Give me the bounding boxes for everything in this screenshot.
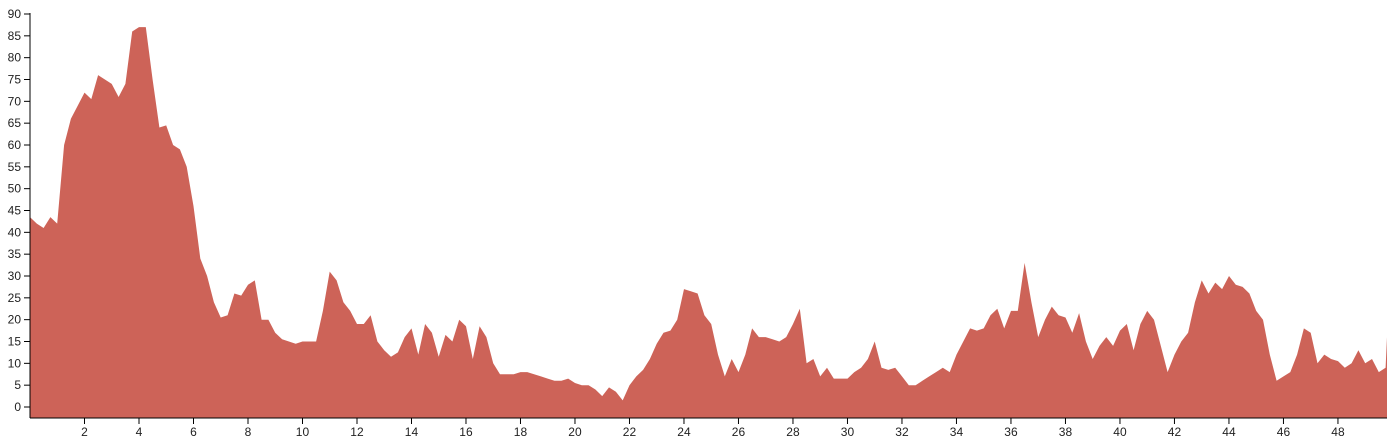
y-tick: 30 <box>8 269 30 283</box>
x-tick: 14 <box>405 418 419 439</box>
x-tick-label: 20 <box>568 425 582 439</box>
x-axis: 2 4 6 8 10 12 14 16 18 20 22 24 26 28 30 32 34 36 38 40 42 44… <box>30 417 1387 439</box>
x-tick-label: 46 <box>1277 425 1291 439</box>
y-tick-label: 30 <box>8 269 22 283</box>
y-tick: 35 <box>8 247 30 261</box>
x-tick-label: 8 <box>245 425 252 439</box>
x-tick: 44 <box>1222 418 1236 439</box>
y-tick-label: 90 <box>8 7 22 21</box>
x-tick: 12 <box>350 418 364 439</box>
x-tick-label: 4 <box>136 425 143 439</box>
y-tick: 45 <box>8 204 30 218</box>
x-tick: 20 <box>568 418 582 439</box>
x-tick: 24 <box>677 418 691 439</box>
x-tick-label: 2 <box>81 425 88 439</box>
x-tick-label: 42 <box>1168 425 1182 439</box>
y-tick: 85 <box>8 29 30 43</box>
x-tick-label: 32 <box>895 425 909 439</box>
x-tick-label: 14 <box>405 425 419 439</box>
y-tick-label: 55 <box>8 160 22 174</box>
y-tick: 0 <box>14 400 30 414</box>
x-tick-label: 34 <box>950 425 964 439</box>
y-tick: 10 <box>8 356 30 370</box>
y-tick-label: 65 <box>8 116 22 130</box>
x-tick: 32 <box>895 418 909 439</box>
y-tick: 15 <box>8 335 30 349</box>
y-tick: 80 <box>8 51 30 65</box>
x-tick: 2 <box>81 418 88 439</box>
y-tick-label: 20 <box>8 313 22 327</box>
y-tick: 50 <box>8 182 30 196</box>
x-tick: 28 <box>786 418 800 439</box>
y-tick-label: 40 <box>8 225 22 239</box>
x-tick: 26 <box>732 418 746 439</box>
y-tick: 40 <box>8 225 30 239</box>
x-tick: 6 <box>190 418 197 439</box>
x-tick: 42 <box>1168 418 1182 439</box>
x-tick-label: 38 <box>1059 425 1073 439</box>
x-tick: 38 <box>1059 418 1073 439</box>
x-tick: 46 <box>1277 418 1291 439</box>
x-tick-label: 28 <box>786 425 800 439</box>
x-tick-label: 30 <box>841 425 855 439</box>
x-tick-label: 6 <box>190 425 197 439</box>
y-tick-label: 75 <box>8 73 22 87</box>
x-tick-label: 22 <box>623 425 637 439</box>
x-tick: 34 <box>950 418 964 439</box>
y-tick: 90 <box>8 7 30 21</box>
x-tick: 16 <box>459 418 473 439</box>
x-tick: 30 <box>841 418 855 439</box>
x-tick-label: 44 <box>1222 425 1236 439</box>
y-tick: 55 <box>8 160 30 174</box>
y-tick-label: 10 <box>8 356 22 370</box>
x-tick: 48 <box>1331 418 1345 439</box>
y-tick-label: 35 <box>8 247 22 261</box>
y-tick-label: 50 <box>8 182 22 196</box>
y-tick-label: 85 <box>8 29 22 43</box>
x-tick-label: 16 <box>459 425 473 439</box>
x-tick-label: 10 <box>296 425 310 439</box>
y-tick-label: 25 <box>8 291 22 305</box>
x-tick: 10 <box>296 418 310 439</box>
x-tick-label: 40 <box>1113 425 1127 439</box>
x-tick: 36 <box>1004 418 1018 439</box>
y-tick-label: 15 <box>8 335 22 349</box>
y-tick: 65 <box>8 116 30 130</box>
x-tick: 8 <box>245 418 252 439</box>
x-tick-label: 12 <box>350 425 364 439</box>
x-tick: 4 <box>136 418 143 439</box>
y-tick-label: 70 <box>8 94 22 108</box>
x-tick-label: 48 <box>1331 425 1345 439</box>
y-tick: 25 <box>8 291 30 305</box>
y-tick-label: 60 <box>8 138 22 152</box>
y-tick: 75 <box>8 73 30 87</box>
x-tick-label: 26 <box>732 425 746 439</box>
plot-area <box>30 27 1387 418</box>
y-tick: 70 <box>8 94 30 108</box>
y-tick-label: 45 <box>8 204 22 218</box>
y-tick: 5 <box>14 378 30 392</box>
y-tick-label: 80 <box>8 51 22 65</box>
x-tick-label: 18 <box>514 425 528 439</box>
x-tick: 22 <box>623 418 637 439</box>
y-tick-label: 0 <box>14 400 21 414</box>
area-series <box>30 27 1387 418</box>
x-tick: 18 <box>514 418 528 439</box>
x-tick: 40 <box>1113 418 1127 439</box>
y-tick: 60 <box>8 138 30 152</box>
x-tick-label: 24 <box>677 425 691 439</box>
y-axis: 0 5 10 15 20 25 30 35 40 45 50 55 60 65 70 75 80 85 90 <box>8 7 31 418</box>
x-tick-label: 36 <box>1004 425 1018 439</box>
y-tick: 20 <box>8 313 30 327</box>
y-tick-label: 5 <box>14 378 21 392</box>
